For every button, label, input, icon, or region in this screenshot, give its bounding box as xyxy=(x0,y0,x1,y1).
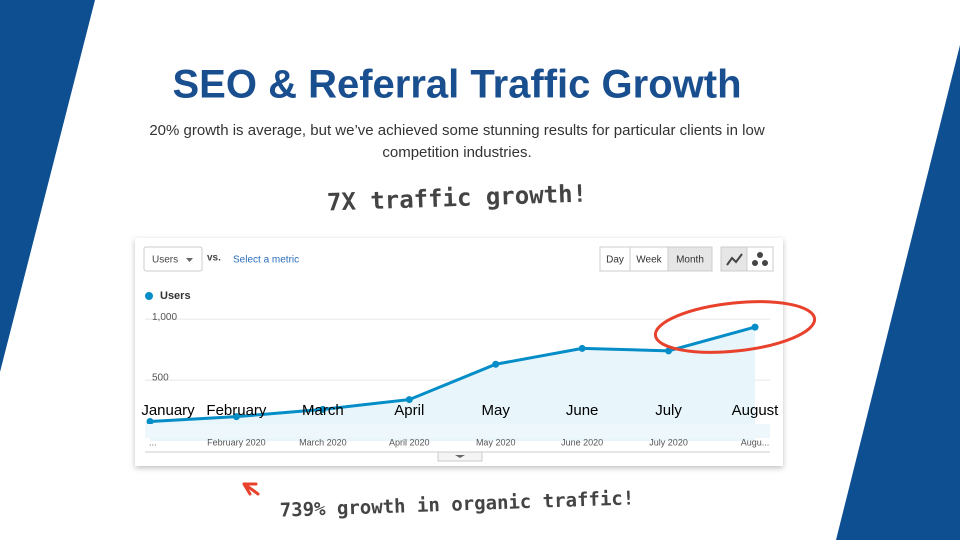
metric-label: Users xyxy=(152,255,178,266)
point xyxy=(146,418,154,426)
right-band xyxy=(836,45,960,540)
x-tick-label: April xyxy=(394,402,424,419)
x-tick-label: August xyxy=(732,402,780,419)
metric-dropdown[interactable] xyxy=(143,246,203,272)
point xyxy=(319,405,327,413)
scatter-toggle[interactable] xyxy=(746,246,774,272)
x-tick-label: May xyxy=(482,402,511,419)
dot-icon xyxy=(757,252,763,258)
timeline-labels: ... February 2020 March 2020 April 2020 May … xyxy=(149,437,769,447)
period-button[interactable]: Day xyxy=(606,255,624,266)
legend-label: Users xyxy=(160,290,191,302)
period-button[interactable]: Month xyxy=(676,255,704,266)
timeline-label: March 2020 xyxy=(299,437,347,447)
x-tick-label: March xyxy=(302,402,344,419)
dot-icon xyxy=(752,260,758,266)
callout: 739% growth in organic traffic! xyxy=(279,487,634,521)
x-tick-label: January xyxy=(141,402,195,419)
timeline-track xyxy=(145,424,770,438)
highlight-ellipse xyxy=(653,300,817,354)
dot-icon xyxy=(762,260,768,266)
timeline-label: Augu... xyxy=(741,437,770,447)
x-tick-label: July xyxy=(655,402,682,419)
slide-title: SEO & Referral Traffic Growth xyxy=(172,63,741,107)
point xyxy=(751,323,759,331)
x-tick-label: June xyxy=(566,402,599,419)
point xyxy=(232,413,240,421)
line-chart-toggle[interactable] xyxy=(720,246,748,272)
legend-swatch xyxy=(145,292,153,300)
y-tick-label: 1,000 xyxy=(152,312,177,323)
period-button[interactable]: Week xyxy=(636,255,662,266)
timeline-label: June 2020 xyxy=(561,437,603,447)
timeline-label: February 2020 xyxy=(207,437,266,447)
handle-arrow xyxy=(455,455,465,458)
timeline-label: July 2020 xyxy=(649,437,688,447)
plot-area: 500 1,000 January February March April May June… xyxy=(141,312,780,441)
arrow xyxy=(242,482,260,496)
y-tick-label: 500 xyxy=(152,373,169,384)
left-band xyxy=(0,0,95,372)
timeline-label: May 2020 xyxy=(476,437,516,447)
point xyxy=(665,347,673,355)
point xyxy=(405,396,413,404)
line xyxy=(149,325,756,424)
dropdown-arrow xyxy=(186,258,193,262)
timeline-label: April 2020 xyxy=(389,437,430,447)
active-button-bg xyxy=(667,246,713,272)
timeline-label: ... xyxy=(149,437,157,447)
vs-label: vs. xyxy=(207,253,221,264)
point xyxy=(492,360,500,368)
subtitle: competition industries. xyxy=(382,144,531,161)
select-metric[interactable]: Select a metric xyxy=(233,255,299,266)
callout: 7X traffic growth! xyxy=(327,179,588,216)
line-icon xyxy=(726,253,743,266)
subtitle: 20% growth is average, but we’ve achieve… xyxy=(149,122,764,139)
x-tick-label: February xyxy=(206,402,267,419)
point xyxy=(578,344,586,352)
